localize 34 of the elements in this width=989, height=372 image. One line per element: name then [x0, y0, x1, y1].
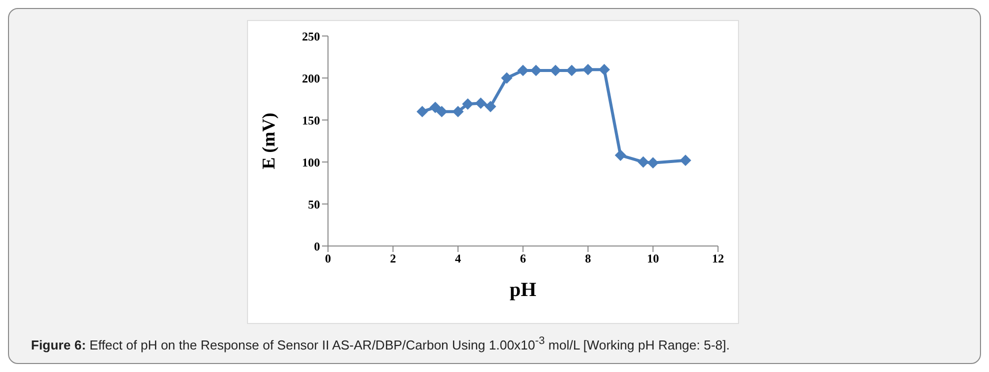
x-tick-label: 12	[712, 252, 724, 266]
point	[680, 154, 691, 166]
x-tick-label: 8	[585, 252, 591, 266]
point	[452, 106, 464, 118]
y-tick-label: 0	[314, 239, 320, 254]
x-tick-label: 10	[647, 252, 659, 266]
caption: Figure 6: Effect of pH on the Response of Sensor II AS-AR/DBP/Carbon Using 1.00x10$^{-3}$ mol/L [Working pH Range: 5-8].	[31, 335, 730, 352]
point	[638, 156, 649, 168]
point	[501, 72, 512, 84]
x-tick-label: 0	[325, 252, 331, 266]
y-tick-label: 50	[308, 197, 320, 212]
y-axis-title: E (mV)	[258, 112, 278, 170]
point	[566, 64, 578, 76]
y-tick-label: 150	[302, 113, 320, 128]
point	[648, 157, 658, 168]
point	[598, 64, 610, 76]
point	[615, 150, 626, 161]
y-tick-label: 200	[302, 71, 320, 86]
point	[430, 102, 441, 113]
point	[530, 64, 542, 76]
point	[436, 106, 448, 118]
point	[485, 101, 496, 112]
x-tick-label: 2	[390, 252, 396, 266]
x-tick-label: 4	[455, 252, 461, 266]
x-axis-title: pH	[510, 279, 537, 301]
point	[582, 64, 594, 76]
point	[550, 64, 561, 76]
point	[518, 64, 528, 76]
point	[462, 98, 474, 110]
y-tick-label: 250	[302, 29, 320, 44]
x-tick-label: 6	[520, 252, 526, 266]
point	[475, 98, 486, 109]
point	[416, 106, 428, 118]
y-tick-label: 100	[302, 155, 320, 170]
